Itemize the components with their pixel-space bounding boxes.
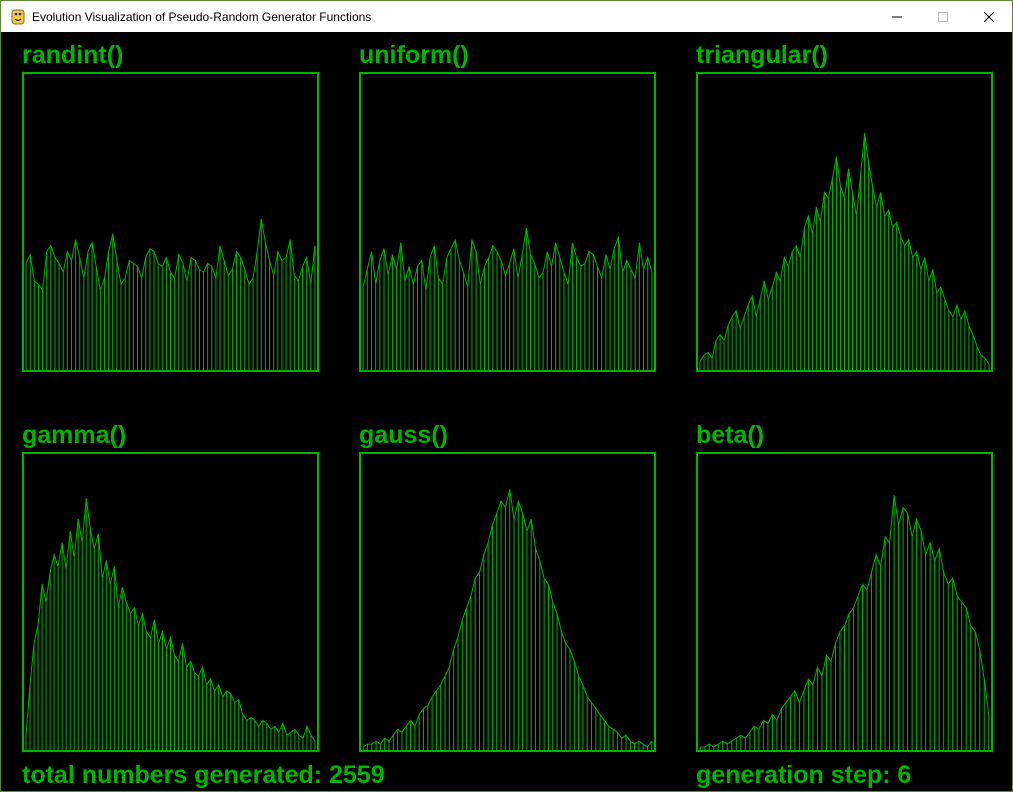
histogram-outline xyxy=(25,218,316,293)
close-icon xyxy=(984,11,994,22)
maximize-button[interactable] xyxy=(920,1,966,32)
histogram-outline xyxy=(700,495,990,748)
histogram-triangular xyxy=(696,72,993,372)
histogram-beta xyxy=(696,452,993,752)
panel-label-randint: randint() xyxy=(22,41,124,69)
panel-label-triangular: triangular() xyxy=(696,41,828,69)
visualization-canvas: randint() uniform() triangular() gamma()… xyxy=(1,32,1012,791)
histogram-outline xyxy=(25,498,316,742)
window-title: Evolution Visualization of Pseudo-Random… xyxy=(32,9,372,24)
histogram-triangular-plot xyxy=(699,133,990,370)
histogram-gauss xyxy=(359,452,656,752)
python-snake-icon xyxy=(11,9,25,24)
total-numbers-generated: total numbers generated: 2559 xyxy=(22,761,385,789)
histogram-randint xyxy=(22,72,319,372)
histogram-gamma-plot xyxy=(25,498,316,750)
minimize-icon xyxy=(892,16,902,17)
title-bar[interactable]: Evolution Visualization of Pseudo-Random… xyxy=(1,1,1012,32)
generation-step: generation step: 6 xyxy=(696,761,912,789)
panel-label-gauss: gauss() xyxy=(359,421,448,449)
histogram-gamma xyxy=(22,452,319,752)
histogram-beta-plot xyxy=(699,495,990,750)
histogram-randint-plot xyxy=(25,218,316,370)
panel-label-beta: beta() xyxy=(696,421,765,449)
minimize-button[interactable] xyxy=(874,1,920,32)
histogram-uniform-plot xyxy=(362,227,653,370)
panel-label-gamma: gamma() xyxy=(22,421,127,449)
histogram-gauss-plot xyxy=(362,489,653,750)
panel-label-uniform: uniform() xyxy=(359,41,469,69)
close-button[interactable] xyxy=(966,1,1012,32)
window-controls xyxy=(874,1,1012,32)
maximize-icon xyxy=(938,11,948,22)
histogram-outline xyxy=(699,133,990,365)
histogram-outline xyxy=(362,489,653,748)
histogram-uniform xyxy=(359,72,656,372)
histogram-outline xyxy=(362,227,653,291)
